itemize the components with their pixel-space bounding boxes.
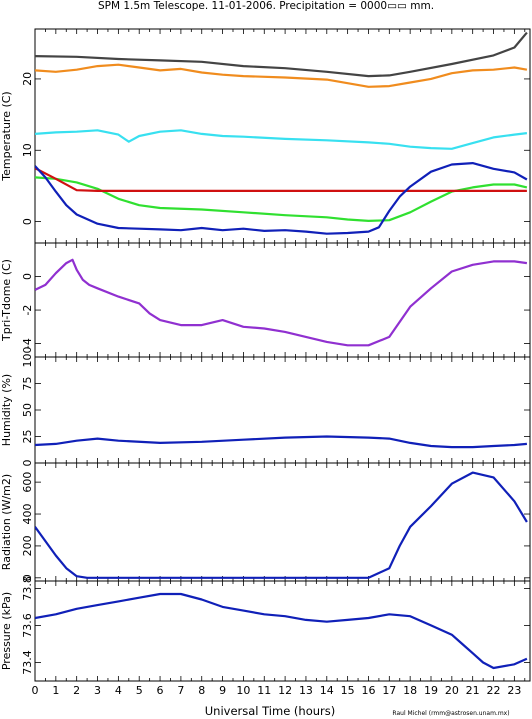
y-tick-label: 400 <box>21 504 34 525</box>
y-axis-label: Tpri-Tdome (C) <box>0 259 13 342</box>
credit-text: Raul Michel (rmm@astrosen.unam.mx) <box>392 710 509 717</box>
panel-4: 0 200 400 600 Radiation (W/m2) <box>0 462 531 582</box>
x-tick-label: 3 <box>94 684 101 697</box>
y-tick-label: 0 <box>21 218 34 225</box>
x-tick-label: 5 <box>136 684 143 697</box>
panel-1: 0 10 20 Temperature (C) <box>0 28 531 244</box>
y-tick-label: 75 <box>21 377 34 391</box>
x-tick-label: 18 <box>403 684 417 697</box>
y-tick-label: 20 <box>21 72 34 86</box>
x-tick-label: 15 <box>341 684 355 697</box>
y-tick-label: 0 <box>21 574 34 581</box>
x-tick-label: 16 <box>361 684 375 697</box>
panel-frame <box>34 28 531 244</box>
series-line-1 <box>35 258 528 347</box>
panel-3: 0 25 50 75 100 Humidity (%) <box>0 347 531 467</box>
x-tick-labels: 0 1 2 3 4 5 6 7 8 9 10 11 12 13 14 15 16 17 18 19 20 21 22 23 <box>32 684 522 697</box>
x-tick-label: 9 <box>219 684 226 697</box>
series-line-6 <box>35 162 528 235</box>
series-line-3 <box>35 129 528 150</box>
y-tick-label: 25 <box>21 430 34 444</box>
x-tick-label: 12 <box>278 684 292 697</box>
y-tick-label: 73.4 <box>21 650 34 675</box>
x-tick-label: 20 <box>445 684 459 697</box>
y-tick-label: 0 <box>21 460 34 467</box>
y-tick-label: 0 <box>21 273 34 280</box>
y-tick-label: -2 <box>21 305 34 316</box>
x-tick-label: 6 <box>157 684 164 697</box>
x-tick-label: 14 <box>320 684 334 697</box>
x-tick-label: 0 <box>32 684 39 697</box>
chart-panels: 0 10 20 Temperature (C) -4 -2 0 Tpri-Tdome (C) 0… <box>0 28 531 682</box>
x-tick-label: 4 <box>115 684 122 697</box>
x-tick-label: 22 <box>487 684 501 697</box>
y-tick-label: 10 <box>21 143 34 157</box>
x-tick-label: 8 <box>198 684 205 697</box>
series-line-5 <box>35 167 527 192</box>
series-line-1 <box>35 31 528 78</box>
series-line-4 <box>35 176 528 222</box>
series-line-1 <box>35 435 527 449</box>
x-tick-label: 11 <box>257 684 271 697</box>
x-tick-label: 21 <box>466 684 480 697</box>
series-line-1 <box>35 471 528 579</box>
panel-frame <box>34 580 531 682</box>
y-axis-label: Pressure (kPa) <box>0 592 13 670</box>
x-tick-label: 23 <box>507 684 521 697</box>
x-tick-label: 1 <box>52 684 59 697</box>
x-tick-label: 2 <box>73 684 80 697</box>
y-axis-label: Radiation (W/m2) <box>0 474 13 570</box>
y-tick-label: 73.8 <box>21 576 34 601</box>
x-tick-label: 10 <box>236 684 250 697</box>
y-axis-label: Humidity (%) <box>0 374 13 446</box>
series-line-1 <box>35 592 528 670</box>
x-tick-label: 7 <box>177 684 184 697</box>
x-tick-label: 19 <box>424 684 438 697</box>
x-axis-label: Universal Time (hours) <box>205 704 336 718</box>
x-tick-label: 17 <box>382 684 396 697</box>
y-tick-label: 100 <box>21 347 34 368</box>
y-tick-label: 600 <box>21 472 34 493</box>
y-tick-label: -4 <box>21 338 34 349</box>
series-line-2 <box>35 63 528 88</box>
x-tick-label: 13 <box>299 684 313 697</box>
panel-2: -4 -2 0 Tpri-Tdome (C) <box>0 242 531 358</box>
panel-frame <box>34 242 531 358</box>
y-tick-label: 200 <box>21 535 34 556</box>
chart-title: SPM 1.5m Telescope. 11-01-2006. Precipit… <box>98 0 434 12</box>
panel-5: 73.4 73.6 73.8 Pressure (kPa) <box>0 576 531 682</box>
y-axis-label: Temperature (C) <box>0 91 13 181</box>
y-tick-label: 73.6 <box>21 613 34 638</box>
y-tick-label: 50 <box>21 403 34 417</box>
